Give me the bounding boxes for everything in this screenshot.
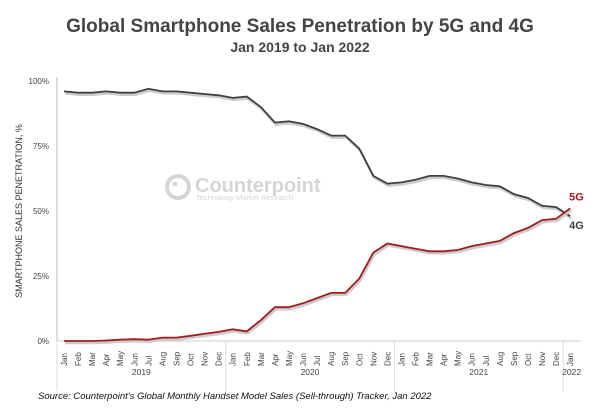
y-tick-label: 0% (37, 337, 49, 346)
series-label-4G: 4G (569, 220, 584, 232)
x-tick-label: Jun (299, 353, 308, 366)
year-label: 2022 (562, 367, 581, 377)
x-tick-label: Aug (158, 352, 167, 366)
x-tick-label: May (285, 351, 294, 366)
x-tick-label: Dec (383, 352, 392, 366)
source-note: Source: Counterpoint's Global Monthly Ha… (38, 391, 432, 402)
x-tick-label: Oct (355, 353, 364, 366)
x-tick-label: Apr (440, 353, 449, 366)
y-tick-label: 75% (33, 142, 49, 151)
y-tick-label: 25% (33, 272, 49, 281)
series-line-4G (63, 87, 571, 217)
x-tick-label: Jul (482, 356, 491, 366)
x-tick-label: Feb (243, 352, 252, 366)
watermark-tagline: Technology Market Research (196, 193, 293, 202)
x-tick-label: Apr (271, 353, 280, 366)
y-axis-label: SMARTPHONE SALES PENETRATION, % (14, 124, 24, 298)
series-line-5G (64, 207, 571, 342)
x-tick-label: Oct (524, 353, 533, 366)
x-tick-label: Aug (496, 352, 505, 366)
x-tick-label: Jun (130, 353, 139, 366)
x-tick-label: Oct (187, 353, 196, 366)
y-tick-label: 100% (29, 77, 49, 86)
year-label: 2021 (469, 367, 488, 377)
x-tick-label: Aug (327, 352, 336, 366)
x-tick-label: Feb (74, 352, 83, 366)
x-tick-label: Sep (510, 351, 519, 366)
year-label: 2020 (301, 367, 320, 377)
x-tick-label: Jan (229, 353, 238, 366)
series-shadow-5G (65, 209, 572, 345)
x-tick-label: Apr (102, 353, 111, 366)
x-tick-label: Nov (369, 352, 378, 366)
series-label-5G: 5G (569, 191, 584, 203)
x-tick-label: Mar (426, 352, 435, 366)
x-tick-label: Mar (88, 352, 97, 366)
x-tick-label: Jan (397, 353, 406, 366)
series-shadow-4G (64, 89, 572, 220)
x-tick-label: Sep (172, 351, 181, 366)
chart-subtitle: Jan 2019 to Jan 2022 (230, 39, 370, 55)
x-tick-label: Jan (566, 353, 575, 366)
x-tick-label: Jun (468, 353, 477, 366)
x-tick-label: Nov (538, 352, 547, 366)
x-tick-label: Nov (201, 352, 210, 366)
counterpoint-watermark: Counterpoint Technology Market Research (165, 174, 321, 202)
y-tick-label: 50% (33, 207, 49, 216)
x-tick-label: Dec (215, 352, 224, 366)
x-tick-label: May (116, 351, 125, 366)
watermark-brand: Counterpoint (195, 175, 321, 197)
year-label: 2019 (132, 367, 151, 377)
x-tick-label: May (454, 351, 463, 366)
x-tick-label: Jul (313, 356, 322, 366)
x-tick-label: Jan (60, 353, 69, 366)
x-tick-label: Jul (144, 356, 153, 366)
chart-title: Global Smartphone Sales Penetration by 5… (66, 16, 534, 37)
x-tick-label: Feb (412, 352, 421, 366)
x-tick-label: Sep (341, 351, 350, 366)
x-tick-label: Mar (257, 352, 266, 366)
x-tick-label: Dec (552, 352, 561, 366)
